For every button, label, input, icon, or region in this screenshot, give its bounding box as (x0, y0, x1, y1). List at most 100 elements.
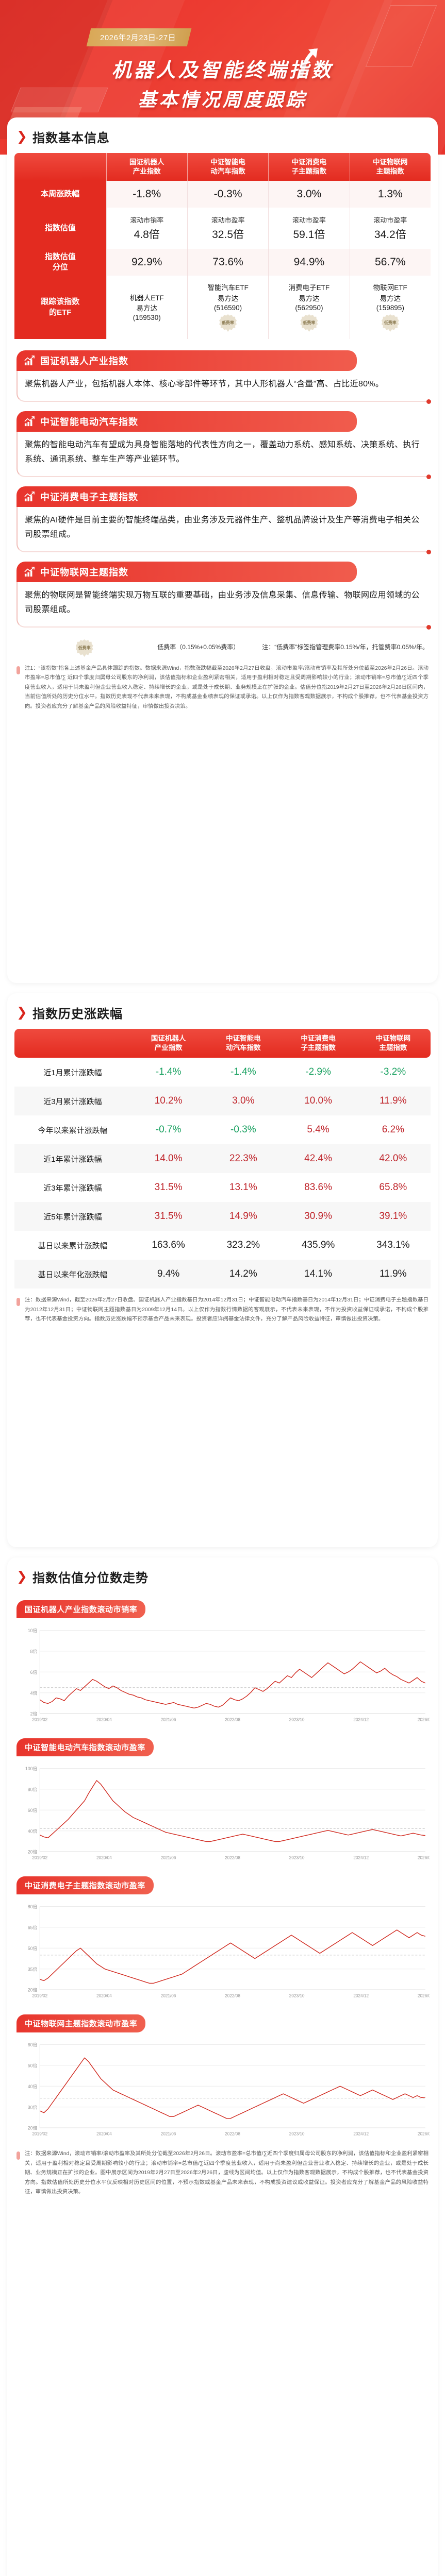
svg-text:2019/02: 2019/02 (32, 1856, 47, 1860)
chart-bars-icon (24, 492, 35, 502)
table-cell: 13.1% (229, 1182, 257, 1193)
table-cell: 10.2% (130, 1087, 206, 1116)
chart-plot-4: 60倍 50倍 40倍 30倍 20倍 2019/02 2020/04 2021/06 2022… (14, 2035, 431, 2142)
svg-text:2024/12: 2024/12 (353, 1994, 369, 1998)
chart-bars-icon (24, 416, 35, 427)
chart-plot-3: 80倍 65倍 50倍 35倍 20倍 2019/02 2020/04 2021/06 2022… (14, 1896, 431, 2004)
section-historical-returns: ❯ 指数历史涨跌幅 国证机器人 产业指数 中证智能电 动汽车指数 中证消费电 子主题指数中… (7, 993, 438, 1547)
table-cell: 3.0% (268, 181, 350, 208)
svg-text:2020/04: 2020/04 (96, 1994, 112, 1998)
section2-footnote: 注：数据来源Wind，截至2026年2月27日收盘。国证机器人产业指数基日为20… (17, 1296, 428, 1325)
svg-text:2022/08: 2022/08 (225, 1718, 240, 1722)
column-header-1: 国证机器人 产业指数 (130, 1029, 206, 1058)
table-row: 基日以来累计涨跌幅 163.6% 323.2% 435.9% 343.1% (14, 1231, 431, 1260)
svg-text:35倍: 35倍 (28, 1966, 38, 1972)
index-card-1: 国证机器人产业指数 聚焦机器人产业，包括机器人本体、核心零部件等环节，其中人形机器… (17, 350, 431, 404)
etf-name: 智能汽车ETF 易方达 (207, 284, 249, 302)
table-cell: 42.4% (281, 1144, 356, 1174)
svg-text:2026/02: 2026/02 (418, 1994, 430, 1998)
table-cell: 22.3% (206, 1144, 281, 1174)
chevron-right-icon: ❯ (17, 1005, 27, 1020)
arrow-up-trend-icon (299, 48, 318, 78)
cell-value: 3.0% (296, 188, 322, 200)
chevron-right-icon: ❯ (17, 1569, 27, 1584)
table-cell: 物联网ETF 易方达 (159895) 低费率 (349, 276, 431, 339)
svg-text:20倍: 20倍 (28, 1849, 38, 1855)
cell-value: 73.6% (212, 256, 243, 268)
page-title: 机器人及智能终端指数 (111, 60, 334, 81)
section3-footnote: 注：数据来源Wind，滚动市销率/滚动市盈率及其所处分位截至2026年2月26日… (17, 2149, 428, 2197)
table-cell: 14.0% (130, 1144, 206, 1174)
row-header: 近5年累计涨跌幅 (14, 1202, 131, 1231)
index-card-title-bar: 中证消费电子主题指数 (17, 486, 357, 507)
footnote-marker-icon (17, 666, 20, 674)
etf-code: (159530) (133, 314, 161, 322)
table-cell: -1.8% (106, 181, 187, 208)
table-cell: 65.8% (379, 1182, 407, 1193)
cell-value: 59.1倍 (293, 229, 325, 241)
table-row: 指数估值 分位 92.9% 73.6% 94.9% 56.7% (14, 249, 431, 276)
table-cell: 14.9% (206, 1202, 281, 1231)
chart-title-3: 中证消费电子主题指数滚动市盈率 (17, 1876, 154, 1894)
section-index-basic-info: ❯ 指数基本信息 国证机器人 产业指数 中证智能电 动汽车指数 中证消费电 子主题指数 中证… (7, 117, 438, 983)
svg-text:100倍: 100倍 (25, 1766, 38, 1771)
table-cell: 滚动市盈率 34.2倍 (349, 208, 431, 249)
table-cell: 机器人ETF 易方达 (159530) (106, 276, 187, 339)
svg-text:2026/02: 2026/02 (418, 1718, 430, 1722)
table-cell: 83.6% (304, 1182, 333, 1193)
table-cell: 14.2% (206, 1260, 281, 1289)
svg-text:2020/04: 2020/04 (96, 1718, 112, 1722)
svg-text:6倍: 6倍 (30, 1669, 38, 1675)
svg-text:2021/06: 2021/06 (161, 1718, 176, 1722)
etf-name: 消费电子ETF 易方达 (288, 284, 330, 302)
table-cell: 323.2% (226, 1240, 260, 1251)
table-cell: 435.9% (301, 1240, 335, 1251)
svg-text:2021/06: 2021/06 (161, 1856, 176, 1860)
row-header: 跟踪该指数 的ETF (14, 276, 106, 339)
table-cell: 30.9% (281, 1202, 356, 1231)
chart-plot-1: 10倍 8倍 6倍 4倍 2倍 2019/02 2020/04 2021/06 2022/08 2… (14, 1620, 431, 1728)
index-card-title-bar: 中证物联网主题指数 (17, 561, 357, 582)
table-cell: 56.7% (349, 249, 431, 276)
table-cell: 5.4% (307, 1124, 329, 1136)
row-header: 今年以来累计涨跌幅 (38, 1126, 108, 1135)
row-header: 近1年累计涨跌幅 (14, 1144, 131, 1174)
table-cell: 163.6% (152, 1240, 185, 1251)
table-cell: 343.1% (376, 1240, 410, 1251)
index-card-title: 中证智能电动汽车指数 (40, 416, 138, 427)
chart-title-2: 中证智能电动汽车指数滚动市盈率 (17, 1738, 154, 1756)
column-header-4: 中证物联网 主题指数 (349, 153, 431, 181)
table-cell: 1.3% (349, 181, 431, 208)
svg-text:80倍: 80倍 (28, 1904, 38, 1909)
low-fee-seal-label: 低费率 (303, 320, 316, 326)
row-header: 基日以来年化涨跌幅 (14, 1260, 131, 1289)
svg-text:2021/06: 2021/06 (161, 1994, 176, 1998)
chart-bars-icon (24, 567, 35, 577)
section2-header: ❯ 指数历史涨跌幅 (7, 993, 438, 1025)
index-description-cards: 国证机器人产业指数 聚焦机器人产业，包括机器人本体、核心零部件等环节，其中人形机器… (7, 339, 438, 630)
cell-value: 1.3% (377, 188, 403, 200)
table-cell: 31.5% (130, 1202, 206, 1231)
fee-rate-legend: 低费率 低费率（0.15%+0.05%费率） 注：“低费率”标签指管理费率0.1… (7, 628, 438, 657)
svg-text:50倍: 50倍 (28, 2063, 38, 2069)
svg-text:20倍: 20倍 (28, 2125, 38, 2131)
historical-returns-table: 国证机器人 产业指数 中证智能电 动汽车指数 中证消费电 子主题指数 中证物联网 主题指数 近… (14, 1029, 431, 1289)
etf-code: (516590) (214, 303, 242, 312)
table-cell: 消费电子ETF 易方达 (562950) 低费率 (268, 276, 350, 339)
table-header: 国证机器人 产业指数 中证智能电 动汽车指数 中证消费电 子主题指数 中证物联网 主题指数 (14, 153, 431, 181)
row-header: 近3年累计涨跌幅 (43, 1183, 102, 1193)
cell-sublabel: 滚动市盈率 (292, 216, 326, 225)
table-cell: 滚动市盈率 32.5倍 (187, 208, 269, 249)
table-corner-cell (14, 1029, 131, 1058)
table-cell: 智能汽车ETF 易方达 (516590) 低费率 (187, 276, 269, 339)
table-cell: -3.2% (380, 1066, 406, 1078)
table-cell: 滚动市销率 4.8倍 (106, 208, 187, 249)
section1-title: 指数基本信息 (32, 131, 110, 145)
table-cell: 94.9% (268, 249, 350, 276)
table-cell: 92.9% (106, 249, 187, 276)
svg-text:2023/10: 2023/10 (289, 1718, 305, 1722)
chevron-right-icon: ❯ (17, 129, 27, 144)
svg-text:2倍: 2倍 (30, 1711, 38, 1717)
chart-plot-2: 100倍 80倍 60倍 40倍 20倍 2019/02 2020/04 2021/06 202… (14, 1758, 431, 1866)
